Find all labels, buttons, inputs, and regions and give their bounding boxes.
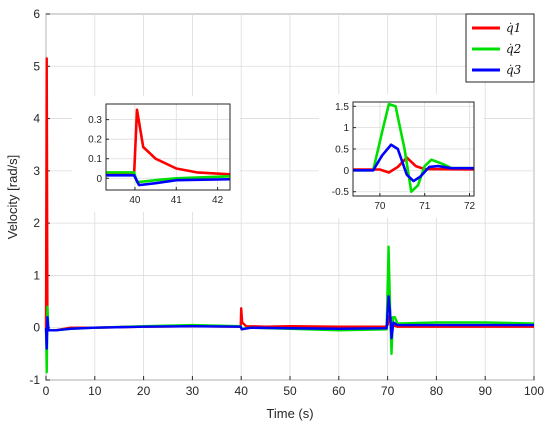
x-tick-label: 80 <box>430 384 444 398</box>
x-tick-label: 100 <box>524 384 544 398</box>
legend: q̇1 q̇2 q̇3 <box>465 13 535 83</box>
y-tick-label: 6 <box>33 7 40 21</box>
x-tick-label: 30 <box>186 384 200 398</box>
inset-x-tick-label: 71 <box>419 201 431 212</box>
x-tick-label: 50 <box>283 384 297 398</box>
inset-series-line-3 <box>353 143 474 183</box>
legend-label-2: q̇2 <box>506 42 521 56</box>
legend-label-1: q̇1 <box>506 21 521 35</box>
inset-plot-70s: 70 71 72 -0.5 0 0.5 1 1.5 <box>319 94 484 218</box>
inset-y-tick-label: 1 <box>343 123 349 134</box>
inset-border <box>105 103 231 191</box>
inset-series-line-1 <box>106 108 231 176</box>
inset-y-tick-label: -0.5 <box>332 187 350 198</box>
y-tick-label: 5 <box>33 59 40 73</box>
inset-y-tick-label: 1.5 <box>335 102 349 113</box>
inset-y-tick-label: 0.5 <box>335 145 349 156</box>
inset-y-tick-label: 0 <box>96 174 102 185</box>
y-tick-label: -1 <box>29 373 40 387</box>
inset-x-tick-label: 72 <box>464 201 476 212</box>
inset-y-tick-label: 0.2 <box>88 135 102 146</box>
y-tick-label: 2 <box>33 216 40 230</box>
inset-x-tick-label: 40 <box>129 195 141 206</box>
inset-y-tick-label: 0.3 <box>88 115 102 126</box>
y-axis-label: Velocity [rad/s] <box>5 155 20 240</box>
inset-border <box>352 101 475 197</box>
x-tick-label: 40 <box>235 384 249 398</box>
x-tick-label: 0 <box>43 384 50 398</box>
y-tick-label: 1 <box>33 268 40 282</box>
inset-y-tick-label: 0.1 <box>88 154 102 165</box>
inset-series-line-2 <box>353 102 474 194</box>
x-tick-label: 70 <box>381 384 395 398</box>
x-axis-label: Time (s) <box>266 406 313 421</box>
x-tick-label: 10 <box>88 384 102 398</box>
y-tick-label: 3 <box>33 164 40 178</box>
x-tick-label: 60 <box>332 384 346 398</box>
inset-plot-40s: 40 41 42 0 0.1 0.2 0.3 <box>72 96 240 212</box>
y-tick-label: 0 <box>33 321 40 335</box>
inset-series-line-3 <box>106 174 231 187</box>
x-tick-label: 20 <box>137 384 151 398</box>
inset-y-tick-label: 0 <box>343 166 349 177</box>
inset-x-tick-label: 70 <box>374 201 386 212</box>
inset-series-line-2 <box>106 171 231 184</box>
legend-label-3: q̇3 <box>506 63 522 77</box>
y-tick-label: 4 <box>33 112 40 126</box>
series-line-3 <box>44 295 534 350</box>
x-tick-label: 90 <box>479 384 493 398</box>
inset-x-tick-label: 42 <box>212 195 224 206</box>
inset-x-tick-label: 41 <box>171 195 183 206</box>
